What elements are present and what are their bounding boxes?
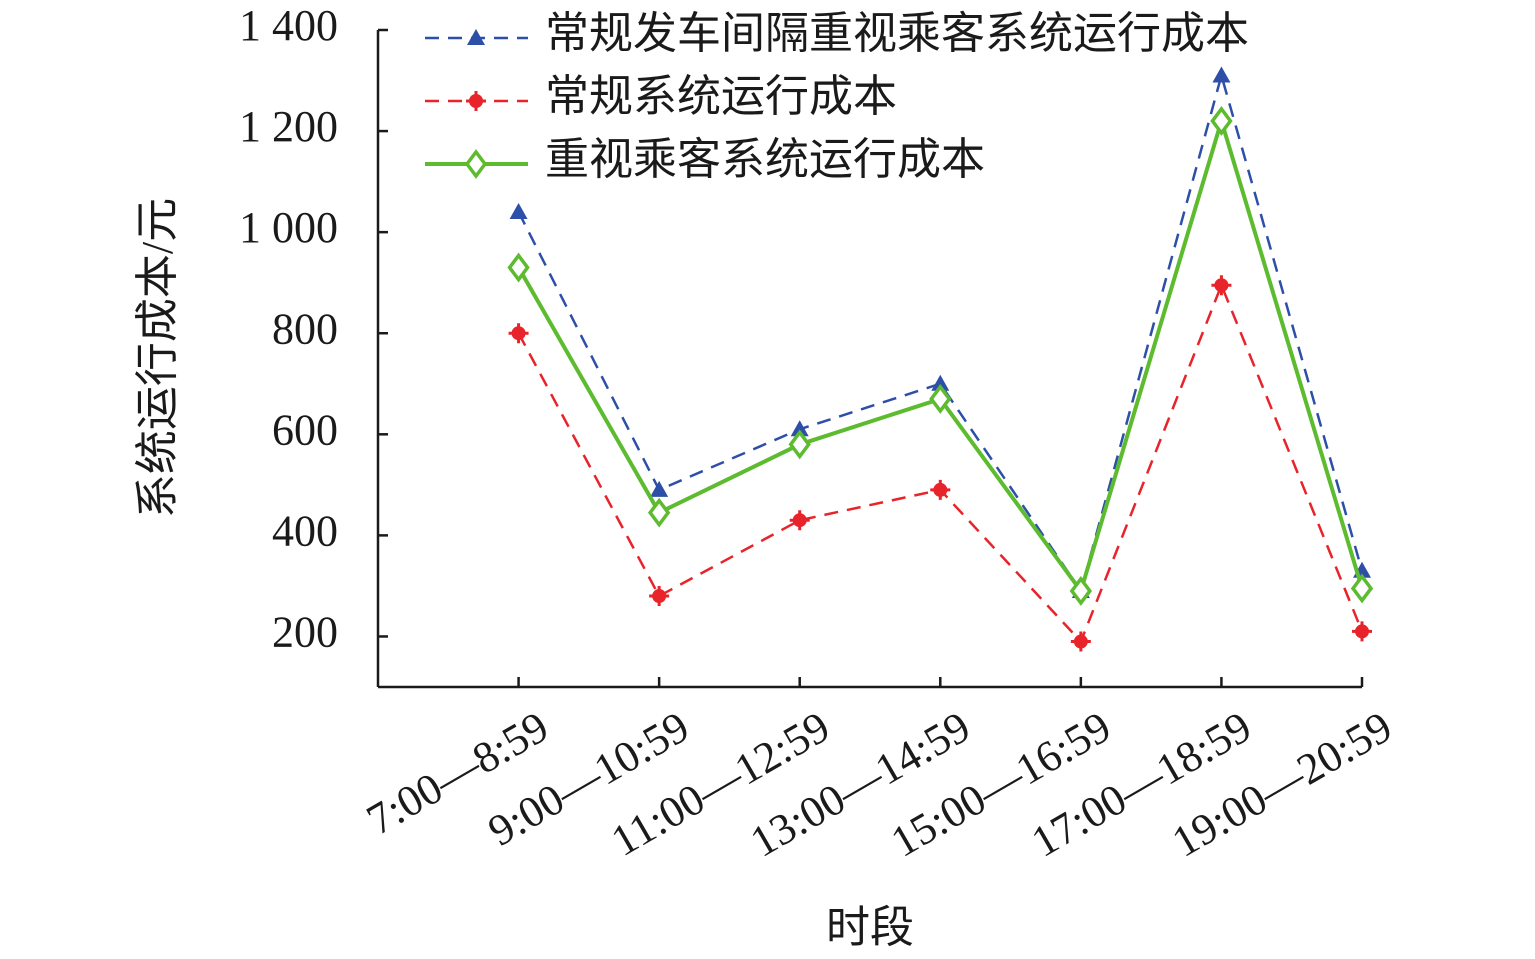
marker-plus: [930, 479, 951, 500]
marker: [1212, 66, 1231, 83]
y-tick-label: 400: [272, 506, 338, 555]
marker: [464, 149, 488, 179]
marker: [788, 429, 811, 460]
marker: [789, 510, 810, 531]
y-tick-label: 200: [272, 608, 338, 657]
legend-label: 常规系统运行成本: [545, 72, 897, 121]
y-tick-label: 1 000: [239, 203, 338, 252]
marker-plus: [1070, 631, 1091, 652]
marker: [507, 252, 530, 283]
marker: [509, 202, 528, 219]
marker: [1069, 576, 1093, 606]
marker-plus: [789, 510, 810, 531]
marker: [790, 420, 809, 437]
marker: [931, 374, 950, 391]
y-tick-label: 1 400: [239, 1, 338, 50]
marker: [647, 497, 671, 528]
marker-plus: [508, 323, 529, 344]
y-tick-label: 600: [272, 405, 338, 454]
marker: [467, 29, 485, 45]
marker-plus: [649, 586, 670, 607]
marker: [929, 384, 952, 414]
y-axis-title: 系统运行成本/元: [133, 198, 182, 518]
series-line: [516, 114, 1364, 596]
marker: [1352, 621, 1372, 642]
marker: [1211, 275, 1232, 296]
marker: [930, 479, 951, 500]
marker: [1070, 631, 1091, 652]
y-tick-label: 1 200: [239, 102, 338, 151]
marker-plus: [466, 91, 486, 111]
marker: [649, 586, 670, 607]
marker: [1210, 106, 1233, 136]
x-axis-title: 时段: [826, 903, 914, 952]
marker: [508, 323, 529, 344]
marker: [466, 91, 486, 111]
marker: [1350, 573, 1374, 604]
marker: [650, 480, 669, 497]
marker-plus: [1352, 621, 1372, 642]
y-tick-label: 800: [272, 304, 338, 353]
marker-plus: [1211, 275, 1232, 296]
legend-label: 常规发车间隔重视乘客系统运行成本: [545, 9, 1249, 58]
legend-label: 重视乘客系统运行成本: [545, 135, 985, 184]
